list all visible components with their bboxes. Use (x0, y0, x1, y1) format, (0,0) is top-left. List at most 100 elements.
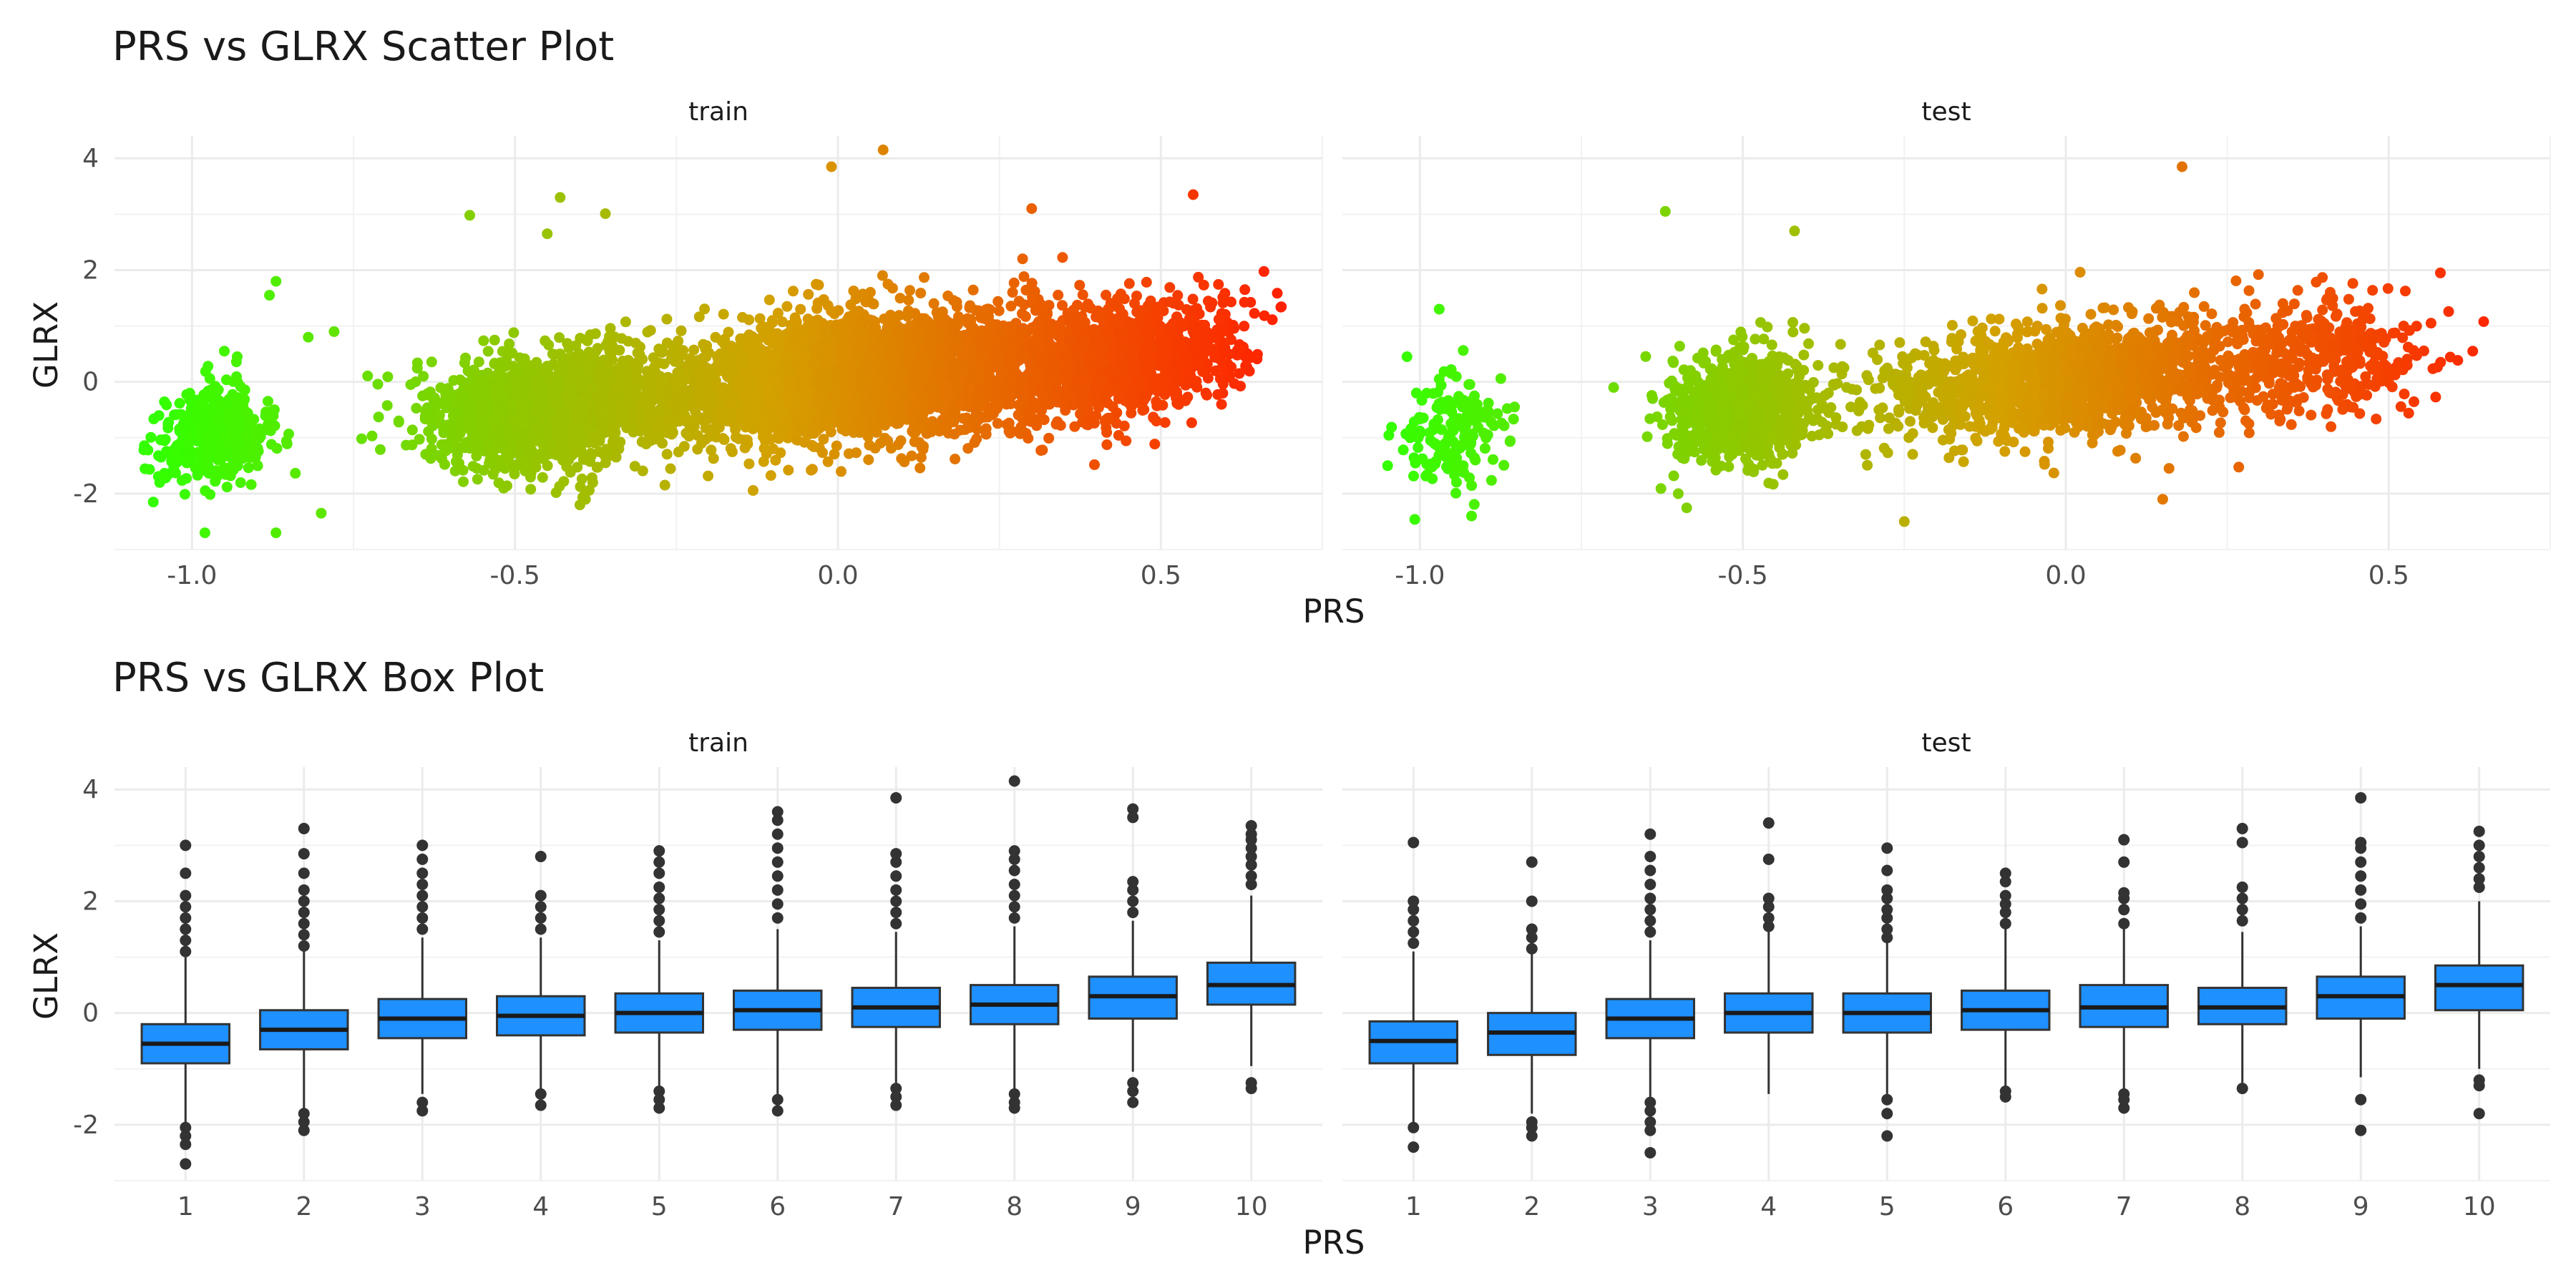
scatter-point (696, 397, 707, 409)
scatter-point (393, 415, 404, 426)
scatter-point (243, 462, 254, 474)
scatter-point (803, 288, 814, 300)
scatter-point (631, 366, 643, 377)
scatter-point (783, 464, 794, 476)
scatter-point (436, 453, 448, 464)
scatter-point (810, 320, 821, 331)
scatter-point (532, 432, 544, 444)
scatter-point (411, 363, 423, 374)
scatter-point (554, 481, 565, 492)
scatter-point (737, 312, 748, 323)
scatter-point (789, 312, 801, 323)
scatter-point (245, 479, 257, 490)
scatter-point (220, 450, 232, 462)
scatter-point (675, 325, 687, 336)
scatter-point (532, 379, 543, 391)
scatter-point (895, 435, 907, 447)
scatter-point (717, 433, 728, 444)
scatter-point (620, 316, 631, 328)
scatter-point (478, 420, 489, 431)
scatter-point (576, 473, 587, 484)
scatter-point (507, 376, 519, 388)
scatter-point (761, 407, 772, 419)
scatter-point (993, 305, 1005, 316)
scatter-point (283, 429, 294, 439)
scatter-point (743, 336, 754, 347)
scatter-point (605, 323, 616, 334)
scatter-point (262, 419, 273, 431)
scatter-point (543, 404, 555, 416)
scatter-point (594, 435, 605, 447)
scatter-point (457, 391, 468, 403)
scatter-point (541, 425, 552, 436)
scatter-point (518, 376, 530, 387)
scatter-point (869, 442, 881, 454)
scatter-point (457, 376, 469, 388)
scatter-point (582, 335, 593, 346)
scatter-point (650, 413, 661, 424)
scatter-point (195, 426, 206, 437)
scatter-point (472, 463, 482, 474)
scatter-point (281, 438, 293, 449)
scatter-point (542, 460, 553, 472)
scatter-point (174, 398, 185, 409)
scatter-point (162, 422, 174, 434)
scatter-point (438, 427, 449, 439)
scatter-point (629, 461, 640, 472)
scatter-point (587, 477, 598, 488)
scatter-point (547, 348, 558, 360)
scatter-point (572, 462, 583, 473)
scatter-point (615, 403, 626, 414)
scatter-point (829, 449, 840, 460)
scatter-point (826, 306, 837, 317)
scatter-point (145, 431, 157, 443)
scatter-point (964, 302, 975, 313)
scatter-point (950, 406, 961, 417)
scatter-point (608, 389, 620, 400)
scatter-point (915, 288, 927, 299)
scatter-point (231, 430, 243, 441)
scatter-point (615, 413, 627, 424)
scatter-point (172, 457, 183, 468)
scatter-point (228, 406, 240, 417)
scatter-point (723, 326, 734, 338)
scatter-point (493, 477, 504, 489)
scatter-point (504, 449, 515, 461)
scatter-point (192, 461, 203, 472)
scatter-point (232, 414, 243, 426)
scatter-point (474, 371, 485, 382)
scatter-point (950, 454, 961, 464)
scatter-point (530, 462, 542, 473)
scatter-point (366, 430, 378, 441)
scatter-point (448, 392, 459, 404)
scatter-point (144, 464, 155, 475)
scatter-point (537, 393, 548, 404)
scatter-point (919, 272, 930, 283)
scatter-point (645, 325, 656, 336)
scatter-point (406, 424, 418, 436)
scatter-point (1053, 289, 1064, 301)
scatter-point (836, 466, 847, 477)
scatter-point (263, 396, 273, 407)
scatter-point (139, 440, 150, 452)
scatter-point (373, 411, 384, 423)
scatter-point (448, 375, 459, 386)
scatter-point (215, 400, 226, 411)
scatter-point (159, 435, 170, 447)
scatter-point (460, 352, 471, 364)
scatter-point (1028, 323, 1039, 335)
scatter-point (452, 432, 463, 443)
scatter-point (205, 447, 215, 459)
scatter-point (519, 457, 530, 468)
scatter-point (502, 480, 512, 492)
scatter-point (662, 427, 673, 439)
scatter-point (519, 402, 530, 414)
scatter-point (806, 439, 818, 451)
scatter-point (951, 301, 962, 312)
scatter-point (484, 457, 495, 469)
scatter-point (1020, 311, 1031, 322)
scatter-point (530, 410, 541, 421)
scatter-point (200, 485, 211, 497)
scatter-point (235, 477, 246, 488)
scatter-point (992, 296, 1004, 307)
